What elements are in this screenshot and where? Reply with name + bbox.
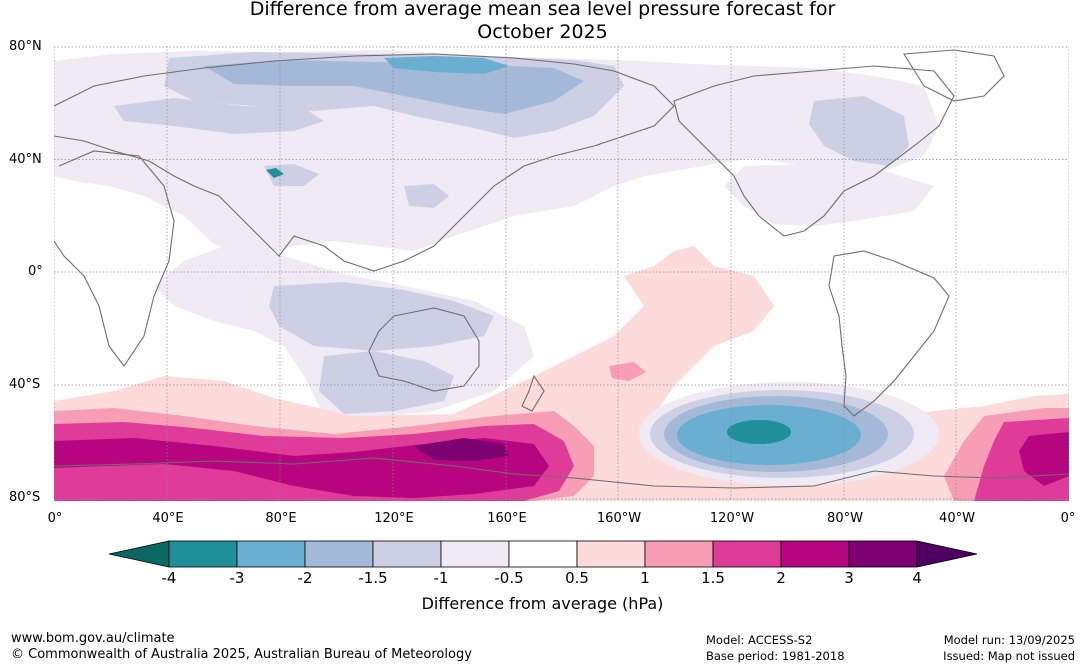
footer-website: www.bom.gov.au/climate — [11, 631, 175, 646]
colorbar-segment — [712, 540, 782, 568]
colorbar-segment — [168, 540, 238, 568]
footer-base-period: Base period: 1981-2018 — [706, 649, 845, 663]
lat-label-80n: 80°N — [9, 39, 42, 54]
coast-africa — [53, 150, 175, 367]
neg-region-na-light — [724, 164, 934, 226]
map-canvas — [53, 46, 1070, 501]
coast-australia — [368, 307, 480, 392]
lon-label-80e: 80°E — [265, 511, 297, 526]
colorbar-segment — [576, 540, 646, 568]
lon-label-0-right: 0° — [1060, 511, 1076, 526]
neg-region-aus-mid — [319, 351, 454, 414]
colorbar-segment — [644, 540, 714, 568]
neg-region-eurasia-mid — [114, 98, 324, 134]
colorbar-tick: -1.5 — [358, 569, 388, 587]
coast-new-zealand — [521, 374, 545, 412]
neg-region-ocean-mid — [269, 282, 494, 351]
colorbar-tick: 3 — [844, 569, 854, 587]
lat-label-80s: 80°S — [9, 490, 41, 505]
colorbar-tick: -2 — [297, 569, 313, 587]
title-line-2: October 2025 — [477, 21, 608, 43]
colorbar-svg — [108, 540, 978, 568]
lon-label-120e: 120°E — [374, 511, 414, 526]
pos-region-stronger-east — [1019, 432, 1069, 486]
lon-label-0-left: 0° — [47, 511, 63, 526]
map-title: Difference from average mean sea level p… — [0, 0, 1085, 44]
neg-spot-asia — [266, 168, 284, 178]
lon-label-80w: 80°W — [827, 511, 863, 526]
lat-label-40s: 40°S — [9, 377, 41, 392]
neg-south-pacific-core — [727, 420, 791, 444]
colorbar-segment — [780, 540, 850, 568]
coast-antarctica — [53, 457, 1070, 489]
lon-label-160e: 160°E — [487, 511, 527, 526]
colorbar-tick: -1 — [433, 569, 449, 587]
footer-copyright: © Commonwealth of Australia 2025, Austra… — [11, 647, 472, 662]
colorbar-title: Difference from average (hPa) — [421, 594, 664, 613]
lon-label-160w: 160°W — [596, 511, 642, 526]
colorbar-tick: 0.5 — [565, 569, 589, 587]
footer-issued: Issued: Map not issued — [943, 649, 1075, 663]
colorbar-segment — [848, 540, 918, 568]
colorbar-segment — [236, 540, 306, 568]
neg-region-pacific-small — [404, 184, 449, 208]
colorbar-tick: 1.5 — [701, 569, 725, 587]
lon-label-40w: 40°W — [939, 511, 975, 526]
colorbar-segment — [372, 540, 442, 568]
colorbar-tick: -4 — [161, 569, 177, 587]
footer-model: Model: ACCESS-S2 — [706, 633, 813, 647]
colorbar-extend-high — [916, 540, 978, 568]
footer-model-run: Model run: 13/09/2025 — [943, 633, 1075, 647]
neg-region-na-mid — [809, 96, 909, 166]
colorbar-tick: -3 — [229, 569, 245, 587]
lon-label-120w: 120°W — [709, 511, 755, 526]
colorbar-tick: 2 — [776, 569, 786, 587]
neg-region-north-deep — [204, 60, 584, 114]
lat-label-0: 0° — [28, 264, 43, 279]
coast-greenland — [903, 49, 1005, 102]
coast-south-america — [828, 250, 950, 417]
title-line-1: Difference from average mean sea level p… — [249, 0, 836, 20]
pressure-anomaly-map — [53, 46, 1070, 501]
colorbar — [108, 540, 978, 570]
lat-label-40n: 40°N — [9, 152, 42, 167]
lon-label-40e: 40°E — [152, 511, 184, 526]
colorbar-tick: 4 — [912, 569, 922, 587]
pos-region-strongest — [414, 438, 509, 461]
colorbar-segment — [440, 540, 510, 568]
neg-region-north-deepest — [384, 56, 509, 74]
colorbar-tick: -0.5 — [494, 569, 524, 587]
colorbar-segment — [304, 540, 374, 568]
colorbar-tick: 1 — [640, 569, 650, 587]
colorbar-segment — [508, 540, 578, 568]
colorbar-extend-low — [108, 540, 170, 568]
coast-eurasia — [53, 53, 675, 272]
